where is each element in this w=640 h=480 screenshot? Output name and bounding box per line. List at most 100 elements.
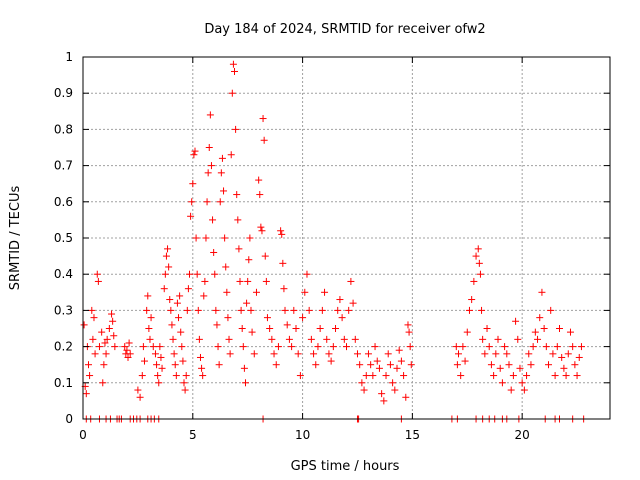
x-tick-label: 20: [515, 428, 530, 442]
data-point: [551, 372, 559, 380]
data-point: [161, 270, 169, 278]
data-point: [175, 314, 183, 322]
data-point: [182, 372, 190, 380]
data-point: [100, 361, 108, 369]
data-point: [110, 332, 118, 340]
data-point: [566, 328, 574, 336]
data-point: [108, 310, 116, 318]
data-point: [225, 335, 233, 343]
data-point: [192, 234, 200, 242]
data-point: [364, 350, 372, 358]
data-point: [378, 390, 386, 398]
data-point: [151, 350, 159, 358]
data-point: [177, 328, 185, 336]
data-point: [232, 125, 240, 133]
data-point: [237, 306, 245, 314]
y-tick-label: 0.3: [54, 303, 73, 317]
data-point: [503, 350, 511, 358]
data-point: [386, 361, 394, 369]
data-point: [542, 343, 550, 351]
data-point: [307, 335, 315, 343]
data-point: [283, 321, 291, 329]
data-point: [487, 361, 495, 369]
data-point: [507, 386, 515, 394]
data-point: [296, 372, 304, 380]
data-point: [270, 350, 278, 358]
data-point: [272, 361, 280, 369]
data-point: [529, 343, 537, 351]
data-point: [250, 350, 258, 358]
data-point: [164, 245, 172, 253]
data-point: [468, 296, 476, 304]
data-point: [234, 216, 242, 224]
data-point: [452, 343, 460, 351]
data-point: [183, 306, 191, 314]
data-point: [290, 306, 298, 314]
data-point: [89, 335, 97, 343]
data-point: [527, 361, 535, 369]
data-point: [512, 317, 520, 325]
data-point: [405, 328, 413, 336]
data-point: [540, 325, 548, 332]
data-point: [299, 314, 307, 322]
x-tick-label: 5: [189, 428, 197, 442]
data-point: [178, 343, 186, 351]
data-point: [93, 270, 101, 278]
data-point: [239, 343, 247, 351]
data-point: [149, 343, 157, 351]
data-point: [223, 288, 231, 296]
data-point: [577, 343, 585, 351]
data-point: [243, 299, 251, 307]
data-point: [310, 350, 318, 358]
data-point: [201, 277, 209, 285]
data-point: [531, 328, 539, 336]
data-point: [199, 372, 207, 380]
data-point: [168, 321, 176, 329]
data-point: [474, 245, 482, 253]
data-point: [483, 325, 491, 332]
data-point: [238, 325, 246, 332]
data-point: [144, 292, 152, 300]
data-point: [349, 299, 357, 307]
data-point: [241, 379, 249, 387]
data-point: [231, 67, 239, 75]
data-point: [160, 285, 168, 293]
y-tick-label: 0.1: [54, 376, 73, 390]
data-point: [206, 111, 214, 119]
data-point: [211, 270, 219, 278]
data-point: [214, 343, 222, 351]
data-point: [453, 361, 461, 369]
data-point: [562, 372, 570, 380]
data-point: [157, 353, 165, 361]
data-point: [498, 379, 506, 387]
data-point: [136, 393, 144, 401]
data-point: [209, 216, 217, 224]
data-point: [407, 361, 415, 369]
y-tick-label: 0.7: [54, 159, 73, 173]
data-point: [196, 353, 204, 361]
data-point: [189, 180, 197, 188]
data-point: [397, 357, 405, 365]
data-point: [555, 325, 563, 332]
data-point: [195, 335, 203, 343]
data-point: [536, 314, 544, 322]
data-point: [406, 343, 414, 351]
data-point: [198, 364, 206, 372]
data-point: [545, 361, 553, 369]
data-point: [240, 364, 248, 372]
data-point: [173, 299, 181, 307]
data-point: [360, 386, 368, 394]
data-point: [459, 343, 467, 351]
data-point: [138, 372, 146, 380]
data-point: [351, 335, 359, 343]
data-point: [162, 252, 170, 260]
data-point: [91, 350, 99, 358]
data-point: [479, 335, 487, 343]
data-point: [558, 353, 566, 361]
data-point: [472, 252, 480, 260]
data-point: [520, 386, 528, 394]
data-point: [216, 198, 224, 206]
data-point: [111, 343, 119, 351]
data-point: [375, 364, 383, 372]
data-point: [263, 314, 271, 322]
